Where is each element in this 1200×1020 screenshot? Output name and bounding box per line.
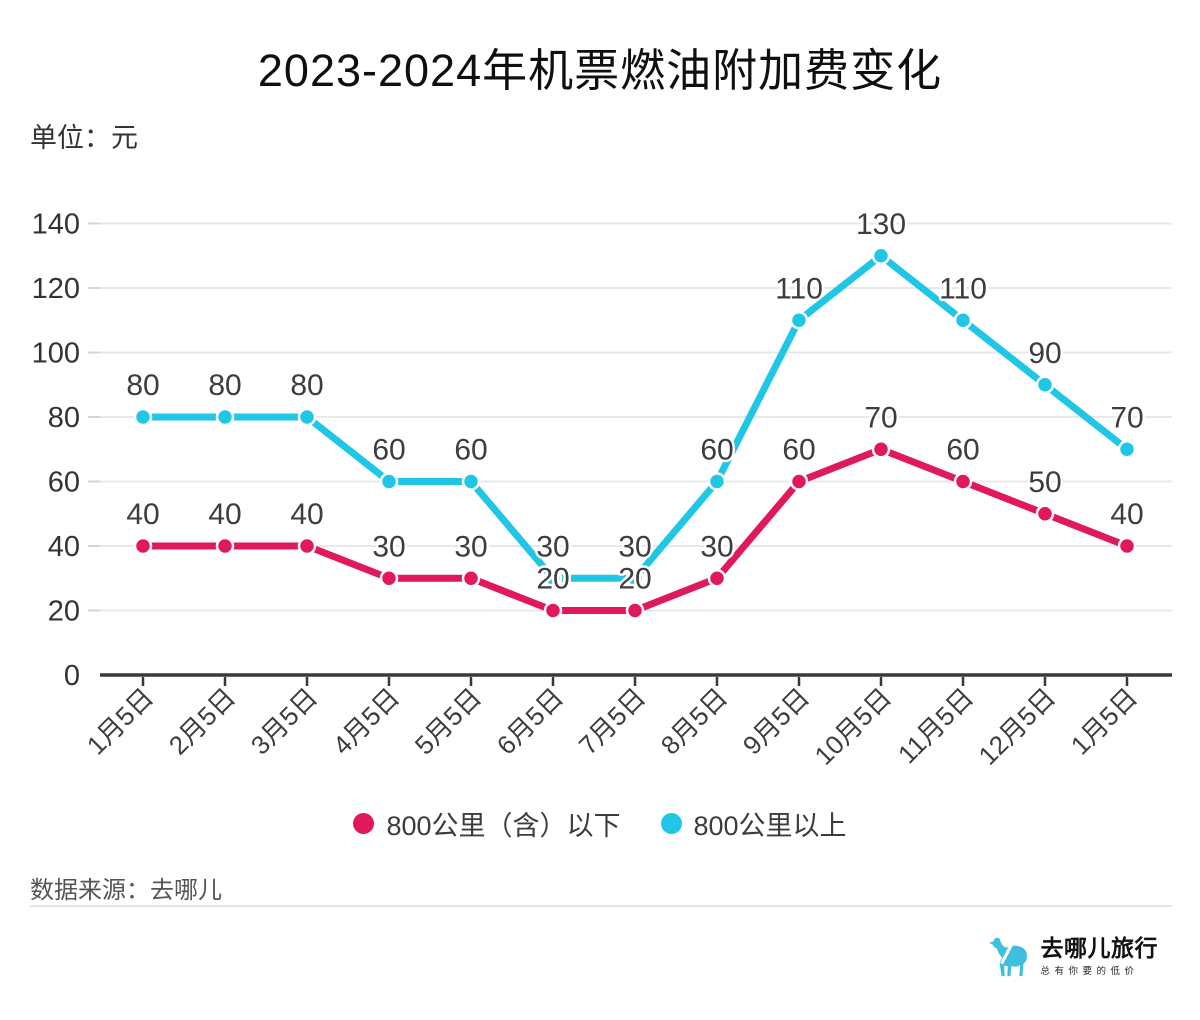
legend-item-above-800[interactable]: 800公里以上: [660, 804, 847, 843]
svg-text:40: 40: [1110, 498, 1143, 531]
svg-text:140: 140: [32, 209, 80, 241]
svg-text:3月5日: 3月5日: [245, 682, 323, 760]
page-title: 2023-2024年机票燃油附加费变化: [257, 45, 943, 96]
logo-tagline-text: 总有你要的低价: [1040, 966, 1139, 978]
svg-text:20: 20: [536, 563, 569, 596]
legend-dot-above-800-icon: [660, 813, 682, 834]
svg-text:30: 30: [372, 530, 405, 563]
svg-text:60: 60: [782, 434, 815, 467]
svg-text:40: 40: [126, 498, 159, 531]
svg-text:60: 60: [48, 467, 80, 499]
legend-label-above-800: 800公里以上: [693, 811, 847, 841]
svg-text:50: 50: [1028, 466, 1061, 499]
chart-legend: 800公里（含）以下 800公里以上: [0, 804, 1200, 843]
svg-text:80: 80: [208, 369, 241, 402]
svg-text:60: 60: [700, 434, 733, 467]
svg-text:1月5日: 1月5日: [1065, 682, 1143, 760]
logo-brand-text: 去哪儿旅行: [1040, 935, 1158, 961]
svg-text:70: 70: [864, 401, 897, 434]
qunar-logo: 去哪儿旅行 总有你要的低价: [987, 936, 1159, 977]
svg-text:100: 100: [32, 338, 80, 370]
svg-text:20: 20: [618, 563, 651, 596]
svg-text:2月5日: 2月5日: [163, 682, 241, 760]
svg-text:110: 110: [775, 272, 823, 305]
legend-item-below-800[interactable]: 800公里（含）以下: [353, 804, 621, 843]
footer-divider: [30, 905, 1172, 907]
svg-text:8月5日: 8月5日: [655, 682, 733, 760]
y-axis-labels: 0 20 40 60 80 100 120 140: [32, 209, 80, 693]
svg-text:80: 80: [48, 402, 80, 434]
series-below-800: [133, 440, 1137, 620]
svg-text:12月5日: 12月5日: [973, 682, 1062, 771]
svg-text:20: 20: [48, 596, 80, 628]
svg-text:30: 30: [454, 530, 487, 563]
svg-text:90: 90: [1028, 337, 1061, 370]
svg-text:60: 60: [946, 434, 979, 467]
svg-text:7月5日: 7月5日: [573, 682, 651, 760]
svg-text:0: 0: [64, 660, 80, 692]
svg-text:11月5日: 11月5日: [892, 682, 979, 769]
x-axis: [100, 673, 1172, 686]
svg-text:130: 130: [856, 208, 906, 241]
camel-white-slash: [999, 943, 1013, 964]
svg-text:80: 80: [126, 369, 159, 402]
svg-text:110: 110: [939, 272, 987, 305]
svg-text:40: 40: [48, 531, 80, 563]
svg-text:60: 60: [372, 434, 405, 467]
svg-text:5月5日: 5月5日: [409, 682, 487, 760]
qunar-camel-logo-icon: [988, 937, 1027, 976]
svg-text:120: 120: [32, 273, 80, 305]
unit-label: 单位：元: [30, 123, 138, 153]
svg-text:30: 30: [700, 530, 733, 563]
svg-text:40: 40: [290, 498, 323, 531]
svg-text:80: 80: [290, 369, 323, 402]
x-axis-labels: 1月5日 2月5日 3月5日 4月5日 5月5日 6月5日 7月5日 8月5日 9月5日10月5…: [81, 682, 1143, 771]
legend-dot-below-800-icon: [353, 813, 375, 834]
svg-text:70: 70: [1110, 401, 1143, 434]
svg-text:6月5日: 6月5日: [491, 682, 569, 760]
svg-text:30: 30: [536, 530, 569, 563]
series-above-800: [133, 246, 1137, 588]
svg-text:60: 60: [454, 434, 487, 467]
svg-text:9月5日: 9月5日: [737, 682, 815, 760]
svg-text:40: 40: [208, 498, 241, 531]
logo-text-block: 去哪儿旅行 总有你要的低价: [1041, 936, 1159, 977]
legend-label-below-800: 800公里（含）以下: [386, 811, 621, 841]
camel-silhouette: [988, 937, 1027, 976]
svg-text:10月5日: 10月5日: [809, 682, 898, 771]
svg-text:30: 30: [618, 530, 651, 563]
data-source-label: 数据来源：去哪儿: [30, 877, 222, 904]
svg-text:1月5日: 1月5日: [81, 682, 159, 760]
svg-text:4月5日: 4月5日: [327, 682, 405, 760]
